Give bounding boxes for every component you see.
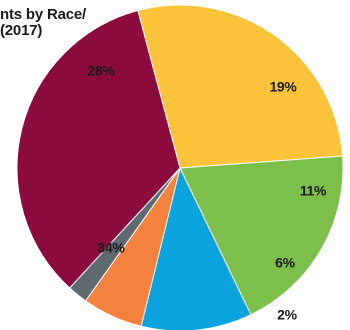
chart-title-line-1: nts by Race/ <box>0 6 86 23</box>
pie-slice-19-pct <box>179 155 344 316</box>
slice-label-2-pct: 2% <box>277 307 297 323</box>
pie-slice-28-pct <box>137 4 344 169</box>
chart-title-line-2: (2017) <box>0 22 43 39</box>
slice-label-34-pct: 34% <box>97 240 125 256</box>
slice-label-28-pct: 28% <box>87 63 115 79</box>
pie-slice-11-pct <box>140 166 252 330</box>
slice-label-11-pct: 11% <box>300 183 327 199</box>
slice-label-6-pct: 6% <box>275 255 295 271</box>
pie-slice-34-pct <box>16 9 181 289</box>
slice-label-19-pct: 19% <box>269 79 297 95</box>
